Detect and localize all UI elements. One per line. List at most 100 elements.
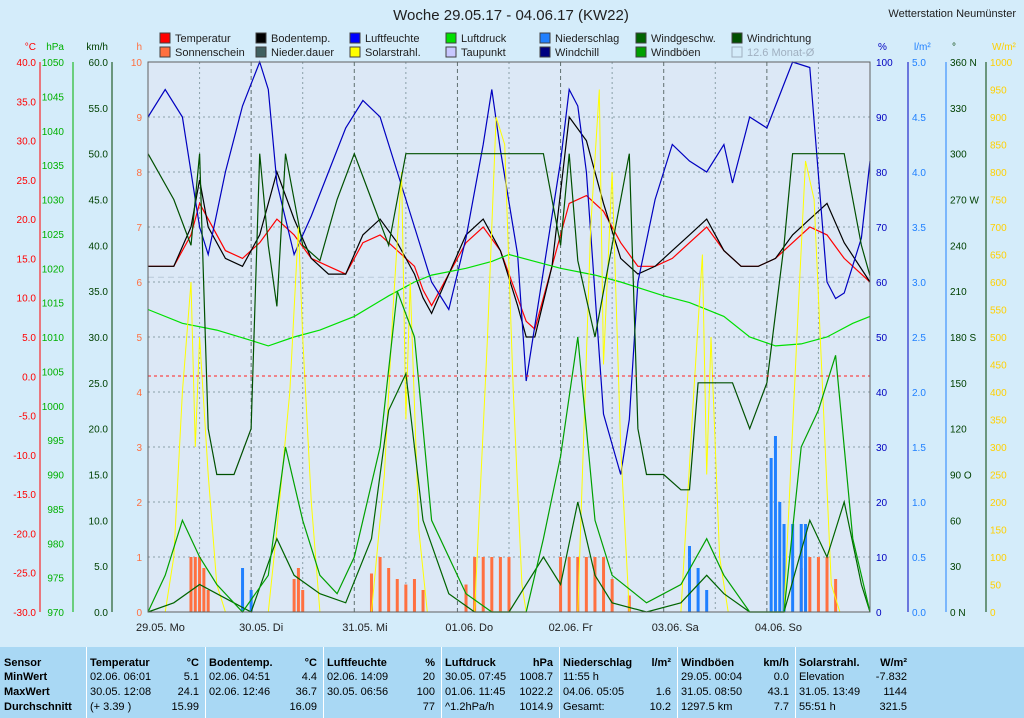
left-axis-tick: 1030 [42,196,65,207]
left-axis-tick: 0.0 [22,372,36,383]
bar-sonnenschein [464,584,468,612]
right-axis-tick: 2.5 [912,333,926,344]
legend-swatch [731,32,743,44]
bar-sonnenschein [834,579,838,612]
right-axis-tick: 550 [990,306,1007,317]
left-axis-tick: 50.0 [89,150,109,161]
bar-niederschlag [799,524,803,612]
right-axis-tick: 30 [950,562,962,573]
left-axis-tick: 2 [136,498,142,509]
day-label: 04.06. So [755,622,802,634]
left-axis-tick: 5.0 [22,333,36,344]
legend-label: Luftdruck [461,33,507,45]
right-axis-tick: 270 W [950,196,979,207]
stats-min-right: 20 [422,671,435,683]
right-axis-tick: 300 [990,443,1007,454]
left-axis-tick: -20.0 [13,529,36,540]
stats-column: Windböen km/h 29.05. 00:04 0.0 31.05. 08:50 4… [677,647,795,718]
stats-max-left: 02.06. 12:46 [209,686,271,698]
right-axis-tick: 400 [990,388,1007,399]
bar-sonnenschein [498,557,502,612]
bar-sonnenschein [296,568,300,612]
day-label: 30.05. Di [239,622,283,634]
bar-sonnenschein [825,557,829,612]
legend-label: Windgeschw. [651,33,716,45]
stats-min-right: 5.1 [183,671,199,683]
bar-sonnenschein [412,579,416,612]
left-axis-tick: 5 [136,333,142,344]
bar-niederschlag [696,568,700,612]
right-axis-tick: 1.0 [912,498,926,509]
bar-sonnenschein [206,590,210,612]
stats-header-right: W/m² [880,657,907,669]
bar-sonnenschein [193,557,197,612]
left-axis-tick: 1050 [42,58,65,69]
left-axis-tick: 0.0 [94,608,108,619]
right-axis-tick: 60 [876,278,888,289]
right-axis-tick: 200 [990,498,1007,509]
left-axis-tick: 1045 [42,92,65,103]
stats-column: Bodentemp. °C 02.06. 04:51 4.4 02.06. 12:46 3… [205,647,323,718]
left-axis-tick: 3 [136,443,142,454]
right-axis-tick: 350 [990,416,1007,427]
left-axis-tick: 25.0 [89,379,109,390]
right-axis-tick: 900 [990,113,1007,124]
left-axis-tick: 20.0 [89,425,109,436]
right-axis-tick: 300 [950,150,967,161]
left-axis-unit: h [136,42,142,53]
legend-label: Taupunkt [461,47,506,59]
right-axis-tick: 0 [990,608,996,619]
left-axis-tick: 35.0 [17,97,37,108]
chart-area: °C40.035.030.025.020.015.010.05.00.0-5.0… [13,7,1017,634]
right-axis-tick: 330 [950,104,967,115]
stats-avg-right: 16.09 [289,701,317,713]
stats-table: Sensor MinWert MaxWert Durchschnitt Temp… [0,647,1024,718]
bar-niederschlag [804,524,808,612]
stats-header-left: Temperatur [90,657,150,669]
stats-avg-left: Gesamt: [563,701,605,713]
left-axis-tick: 10.0 [17,294,37,305]
stats-min-right: 4.4 [301,671,317,683]
legend-swatch [731,46,743,58]
legend-label: Nieder.dauer [271,47,334,59]
legend-label: Sonnenschein [175,47,245,59]
stats-column: Solarstrahl. W/m² Elevation -7.832 31.05. 13… [795,647,913,718]
bar-sonnenschein [387,568,391,612]
right-axis-unit: W/m² [992,42,1017,53]
stats-min-left: 29.05. 00:04 [681,671,743,683]
stats-row-labels: Sensor MinWert MaxWert Durchschnitt [0,647,86,718]
right-axis-tick: 120 [950,425,967,436]
bar-niederschlag [782,524,786,612]
stats-column: Luftfeuchte% 02.06. 14:09 20 30.05. 06:56 10… [323,647,441,718]
plot-frame [147,61,871,613]
stats-header-right: hPa [532,657,553,669]
stats-header-right: km/h [763,657,789,669]
right-axis-tick: 240 [950,241,967,252]
day-label: 01.06. Do [445,622,493,634]
left-axis-tick: 1040 [42,127,65,138]
stats-header-left: Luftdruck [445,657,496,669]
left-axis-tick: 60.0 [89,58,109,69]
stats-min-left: 02.06. 06:01 [90,671,152,683]
left-axis-tick: 30.0 [89,333,109,344]
left-axis-tick: -10.0 [13,451,36,462]
stats-header-right: % [425,657,435,669]
legend-label: Temperatur [175,33,231,45]
right-axis-tick: 0 N [950,608,966,619]
left-axis-tick: 20.0 [17,215,37,226]
legend-label: 12.6 Monat-Ø [747,47,815,59]
right-axis-tick: 150 [990,526,1007,537]
right-axis-tick: 0.5 [912,553,926,564]
bar-niederschlag [778,502,782,612]
bar-sonnenschein [481,557,485,612]
bar-sonnenschein [808,557,812,612]
right-axis-tick: 90 [876,113,888,124]
chart-title: Woche 29.05.17 - 04.06.17 (KW22) [393,7,629,24]
left-axis-tick: 8 [136,168,142,179]
day-label: 03.06. Sa [652,622,700,634]
legend-swatch [159,32,171,44]
right-axis-tick: 700 [990,223,1007,234]
left-axis-tick: -5.0 [19,412,37,423]
right-axis-tick: 0.0 [912,608,926,619]
stats-min-right: 0.0 [773,671,789,683]
